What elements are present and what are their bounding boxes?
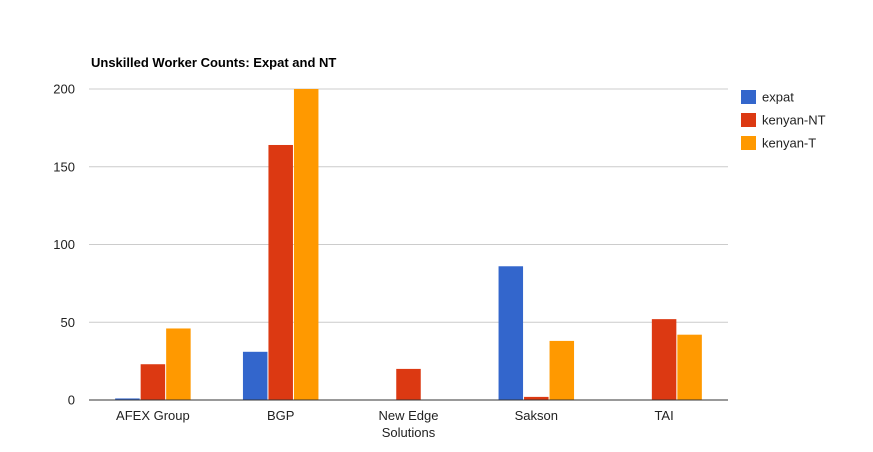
y-axis-tick-labels: 0 50 100 150 200 [53, 82, 75, 408]
x-tick-label: BGP [267, 408, 294, 423]
bar-kenyan-NT [268, 144, 293, 400]
bar-kenyan-NT [524, 396, 549, 400]
bar-expat [115, 398, 140, 400]
bar-expat [242, 351, 268, 400]
x-tick-label-line: AFEX Group [116, 408, 190, 423]
x-tick-label-line: Solutions [382, 425, 436, 440]
x-axis-tick-labels: AFEX Group BGP New Edge Solutions Sakson TAI [116, 408, 674, 440]
y-tick-label: 150 [53, 159, 75, 174]
x-tick-label: New Edge Solutions [379, 408, 439, 440]
x-tick-label: AFEX Group [116, 408, 190, 423]
gridlines [89, 88, 728, 323]
legend-swatch-kenyan-NT [741, 113, 756, 127]
legend-swatch-expat [741, 90, 756, 104]
bar-kenyan-T [677, 334, 702, 400]
y-tick-label: 0 [68, 393, 75, 408]
y-tick-label: 200 [53, 82, 75, 97]
bar-kenyan-T [549, 340, 575, 400]
bar-kenyan-NT [396, 368, 421, 400]
chart-title: Unskilled Worker Counts: Expat and NT [91, 55, 336, 70]
bars [115, 89, 702, 400]
x-tick-label-line: Sakson [515, 408, 558, 423]
bar-kenyan-NT [140, 364, 166, 400]
x-tick-label-line: New Edge [379, 408, 439, 423]
x-tick-label-line: BGP [267, 408, 294, 423]
bar-expat [498, 266, 524, 400]
x-tick-label: TAI [654, 408, 673, 423]
bar-kenyan-T [166, 328, 191, 400]
legend: expat kenyan-NT kenyan-T [741, 90, 826, 151]
legend-label: kenyan-T [762, 136, 816, 151]
x-tick-label: Sakson [515, 408, 558, 423]
bar-kenyan-NT [651, 319, 677, 400]
legend-label: expat [762, 90, 794, 105]
x-tick-label-line: TAI [654, 408, 673, 423]
legend-swatch-kenyan-T [741, 136, 756, 150]
bar-kenyan-T [293, 89, 319, 400]
y-tick-label: 100 [53, 237, 75, 252]
y-tick-label: 50 [61, 315, 75, 330]
legend-label: kenyan-NT [762, 113, 826, 128]
